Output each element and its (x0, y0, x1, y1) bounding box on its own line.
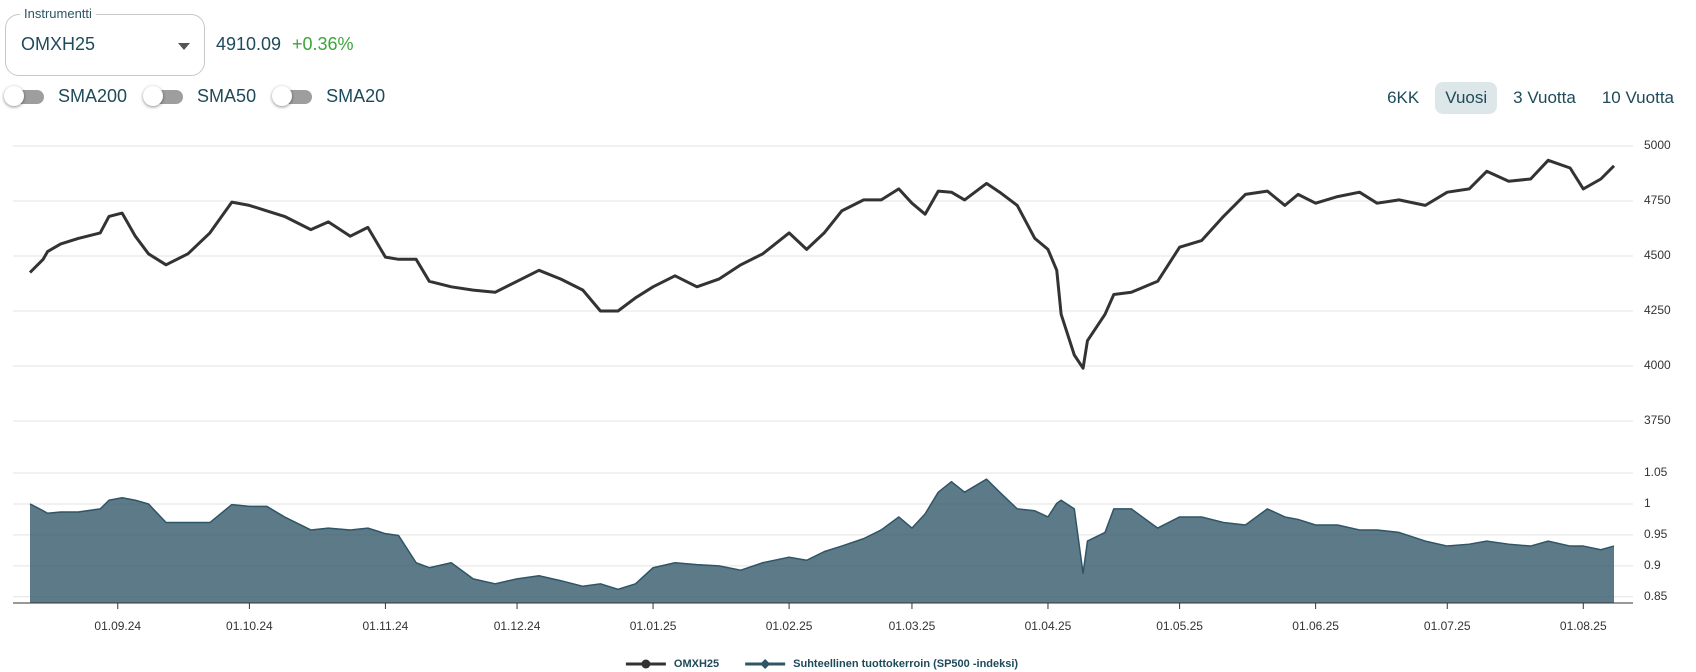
x-tick-label: 01.05.25 (1156, 619, 1203, 633)
range-selector: 6KK Vuosi 3 Vuotta 10 Vuotta (1377, 82, 1684, 114)
y2-tick-label: 1 (1644, 496, 1651, 510)
range-button[interactable]: 6KK (1387, 88, 1420, 107)
switch-knob (272, 85, 293, 106)
instrument-select[interactable]: Instrumentti OMXH25 (5, 6, 205, 76)
x-tick-label: 01.10.24 (226, 619, 273, 633)
y-tick-label: 4500 (1644, 248, 1671, 262)
indicator-toggle[interactable]: SMA200 (4, 85, 128, 107)
x-tick-label: 01.08.25 (1560, 619, 1607, 633)
x-tick-label: 01.01.25 (630, 619, 677, 633)
switch-knob (143, 85, 164, 106)
y-tick-label: 4750 (1644, 193, 1671, 207)
legend-item[interactable]: Suhteellinen tuottokerroin (SP500 -indek… (745, 658, 1018, 670)
line (28, 158, 1616, 370)
y2-tick-label: 1.05 (1644, 465, 1668, 479)
area-fill (30, 479, 1614, 603)
range-button[interactable]: 3 Vuotta (1513, 88, 1576, 107)
price-change: +0.36% (292, 34, 354, 54)
instrument-value: OMXH25 (21, 34, 96, 54)
x-tick-label: 01.09.24 (94, 619, 141, 633)
y-tick-label: 5000 (1644, 138, 1671, 152)
x-tick-label: 01.07.25 (1424, 619, 1471, 633)
toggle-label: SMA20 (326, 86, 386, 106)
dropdown-arrow[interactable] (178, 43, 190, 50)
toggle-switch[interactable] (272, 85, 313, 106)
legend-item[interactable]: OMXH25 (625, 658, 719, 670)
legend-label: OMXH25 (674, 658, 719, 670)
y-tick-label: 3750 (1644, 413, 1671, 427)
y2-tick-label: 0.85 (1644, 589, 1668, 603)
toggle-label: SMA200 (58, 86, 128, 106)
area-line (29, 478, 1615, 591)
legend-label: Suhteellinen tuottokerroin (SP500 -indek… (793, 658, 1018, 670)
legend-symbol (760, 659, 771, 669)
x-tick-label: 01.11.24 (362, 619, 408, 633)
y-tick-label: 4000 (1644, 358, 1671, 372)
indicator-toggle[interactable]: SMA20 (272, 85, 386, 107)
x-tick-label: 01.04.25 (1025, 619, 1072, 633)
price: 4910.09 (216, 34, 282, 54)
switch-knob (4, 85, 24, 106)
range-button[interactable]: 10 Vuotta (1601, 88, 1674, 107)
toggle-label: SMA50 (197, 86, 257, 106)
instrument-label: Instrumentti (20, 6, 96, 21)
legend: OMXH25 Suhteellinen tuottokerroin (SP500 … (625, 658, 1018, 670)
range-button[interactable]: Vuosi (1435, 82, 1498, 114)
indicator-toggles: SMA200 SMA50 SMA20 (4, 85, 386, 107)
legend-symbol (641, 659, 651, 669)
x-tick-label: 01.02.25 (766, 619, 813, 633)
x-tick-label: 01.03.25 (889, 619, 936, 633)
toggle-switch[interactable] (143, 85, 184, 106)
y-tick-label: 4250 (1644, 303, 1671, 317)
y2-tick-label: 0.9 (1644, 558, 1661, 572)
y2-tick-label: 0.95 (1644, 527, 1668, 541)
toggle-switch[interactable] (4, 85, 44, 106)
indicator-toggle[interactable]: SMA50 (143, 85, 257, 107)
x-tick-label: 01.12.24 (494, 619, 541, 633)
x-tick-label: 01.06.25 (1292, 619, 1339, 633)
